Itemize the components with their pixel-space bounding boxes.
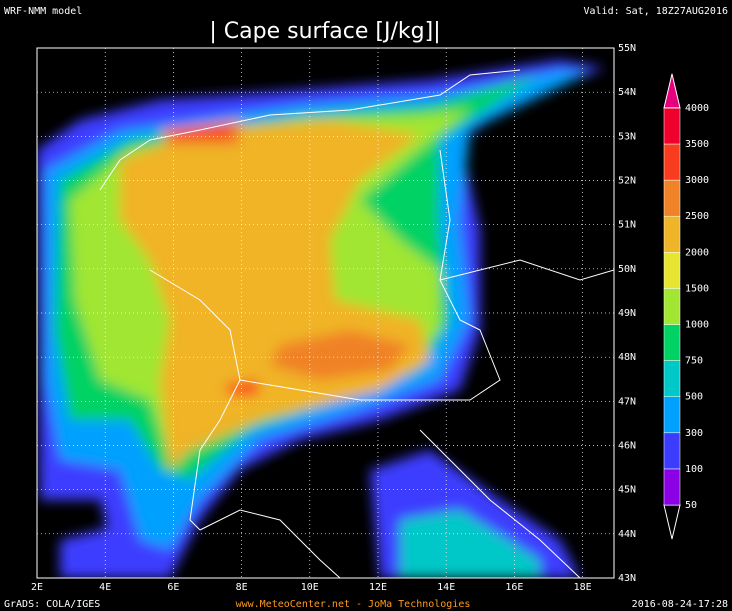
borders — [99, 69, 614, 578]
lon-label: 18E — [574, 582, 592, 593]
valid-time: Valid: Sat, 18Z27AUG2016 — [584, 6, 729, 17]
legend-level: 4000 — [685, 103, 709, 114]
legend-level: 1500 — [685, 283, 709, 294]
lon-label: 4E — [99, 582, 111, 593]
lat-label: 54N — [618, 87, 636, 98]
legend-end-low — [663, 504, 681, 540]
lon-label: 12E — [369, 582, 387, 593]
model-label: WRF-NMM model — [4, 6, 82, 17]
lat-label: 50N — [618, 264, 636, 275]
footer-left: GrADS: COLA/IGES — [4, 599, 100, 610]
lat-label: 43N — [618, 573, 636, 584]
legend-level: 500 — [685, 392, 703, 403]
legend-swatch — [663, 324, 681, 361]
lat-label: 53N — [618, 131, 636, 142]
lat-label: 55N — [618, 43, 636, 54]
legend-level: 300 — [685, 428, 703, 439]
legend-swatch — [663, 468, 681, 506]
legend-swatch — [663, 252, 681, 289]
lat-label: 52N — [618, 176, 636, 187]
legend-level: 100 — [685, 464, 703, 475]
lat-label: 49N — [618, 308, 636, 319]
lat-label: 46N — [618, 441, 636, 452]
legend-level: 2000 — [685, 247, 709, 258]
legend-level: 3000 — [685, 175, 709, 186]
lat-label: 48N — [618, 352, 636, 363]
lat-label: 45N — [618, 485, 636, 496]
lon-label: 14E — [437, 582, 455, 593]
map-frame — [36, 47, 615, 579]
legend-swatch — [663, 396, 681, 434]
legend-swatch — [663, 360, 681, 397]
legend-end-high — [663, 73, 681, 109]
legend-swatch — [663, 179, 681, 217]
legend-swatch — [663, 215, 681, 253]
map-title: | Cape surface [J/kg]| — [209, 19, 440, 44]
legend-level: 50 — [685, 500, 697, 511]
lon-label: 6E — [167, 582, 179, 593]
legend-swatch — [663, 143, 681, 181]
legend-level: 1000 — [685, 320, 709, 331]
footer-right: 2016-08-24-17:28 — [632, 599, 728, 610]
lat-label: 51N — [618, 220, 636, 231]
lon-label: 8E — [236, 582, 248, 593]
lon-label: 2E — [31, 582, 43, 593]
color-legend: 50 100 300 500 750 1000 1500 2000 2500 3000 3500 40… — [663, 73, 709, 540]
graticule: 2E 4E 6E 8E 10E 12E 14E 16E 18E 55N 54N 53N 52N 51N 50… — [31, 43, 636, 593]
lon-label: 16E — [505, 582, 523, 593]
legend-swatch — [663, 107, 681, 145]
legend-level: 750 — [685, 356, 703, 367]
legend-level: 2500 — [685, 211, 709, 222]
cape-field — [37, 60, 614, 578]
footer-center: www.MeteoCenter.net - JoMa Technologies — [236, 599, 471, 610]
lat-label: 44N — [618, 529, 636, 540]
lat-label: 47N — [618, 396, 636, 407]
lon-label: 10E — [301, 582, 319, 593]
legend-swatch — [663, 432, 681, 470]
legend-swatch — [663, 288, 681, 325]
legend-level: 3500 — [685, 139, 709, 150]
